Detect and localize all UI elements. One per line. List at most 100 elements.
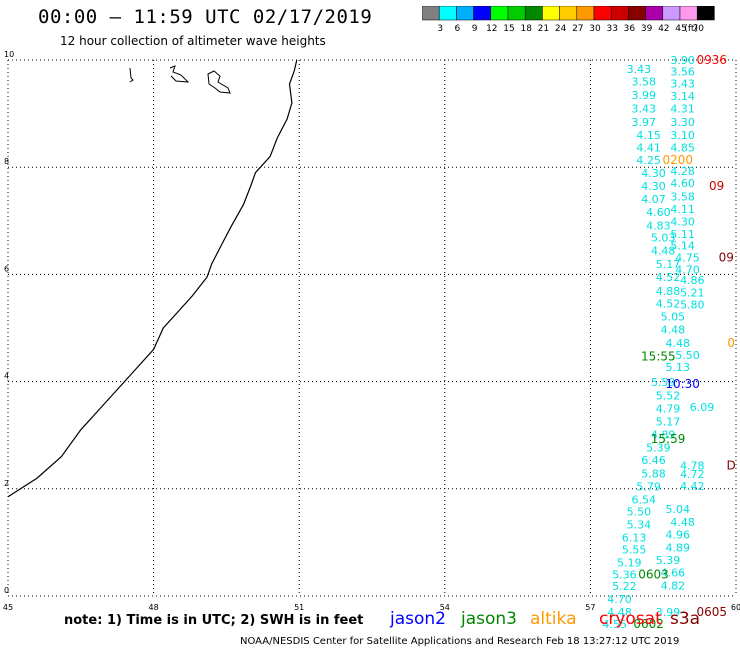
legend-jason2: jason2	[390, 609, 446, 629]
wave-height-label: 5.13	[666, 361, 691, 374]
wave-height-label: 4.70	[607, 593, 632, 606]
colorbar-tick-label: 12	[486, 24, 497, 34]
credit-line: NOAA/NESDIS Center for Satellite Applica…	[240, 636, 680, 647]
wave-height-label: 3.58	[632, 76, 657, 89]
y-tick-label: 2	[4, 479, 9, 488]
wave-height-label: 4.83	[646, 219, 671, 232]
legend-s3a-label: s3a	[670, 609, 701, 629]
wave-height-label: 4.52	[656, 298, 681, 311]
wave-height-label: 5.80	[680, 299, 705, 312]
wave-height-label: 5.55	[622, 544, 647, 557]
footnote: note: 1) Time is in UTC; 2) SWH is in fe…	[64, 613, 364, 628]
colorbar-tick-label: 3	[437, 24, 443, 34]
wave-height-label: 3.30	[670, 116, 695, 129]
wave-height-label: 5.36	[612, 568, 637, 581]
colorbar-tick-label: 18	[520, 24, 532, 34]
x-tick-label: 45	[3, 603, 13, 612]
wave-height-label: 4.15	[636, 129, 661, 142]
pass-time-label: 0605	[696, 605, 727, 619]
wave-height-label: 5.17	[656, 258, 681, 271]
colorbar-tick-label: 15	[503, 24, 514, 34]
wave-height-label: 4.30	[641, 167, 666, 180]
wave-height-label: 4.48	[651, 245, 676, 258]
wave-height-label: 4.89	[666, 542, 691, 555]
wave-height-label: 3.97	[632, 116, 657, 129]
wave-height-label: 4.89	[651, 428, 676, 441]
wave-height-label: 4.70	[675, 263, 700, 276]
wave-height-label: 5.88	[641, 468, 666, 481]
y-tick-label: 8	[4, 157, 9, 166]
colorbar-tick-label: 36	[624, 24, 636, 34]
wave-height-label: 5.34	[627, 518, 652, 531]
wave-height-label: 3.14	[670, 90, 695, 103]
wave-height-label: 4.72	[680, 468, 705, 481]
wave-height-label: 3.43	[632, 103, 657, 116]
wave-height-label: 3.10	[670, 129, 695, 142]
wave-height-label: 3.56	[670, 66, 695, 79]
wave-height-label: 5.03	[651, 232, 676, 245]
x-tick-label: 57	[585, 603, 595, 612]
wave-height-label: 5.05	[661, 310, 686, 323]
wave-height-label: 4.88	[656, 285, 681, 298]
wave-height-label: 5.14	[670, 240, 695, 253]
wave-height-label: 5.59	[651, 376, 676, 389]
wave-height-label: 5.17	[656, 416, 681, 429]
wave-height-label: 4.48	[607, 606, 632, 619]
wave-height-label: 5.52	[656, 389, 681, 402]
coastline	[7, 59, 298, 498]
wave-height-label: 4.42	[680, 480, 705, 493]
colorbar-tick-label: 6	[455, 24, 461, 34]
wave-height-label: 6.13	[622, 531, 647, 544]
colorbar-tick-label: 33	[606, 24, 617, 34]
wave-height-label: 4.79	[656, 403, 681, 416]
x-tick-label: 60	[731, 603, 740, 612]
x-tick-label: 48	[149, 603, 159, 612]
wave-height-label: 4.30	[641, 180, 666, 193]
pass-time-label: 09	[719, 251, 734, 265]
legend-altika: altika	[530, 609, 577, 629]
wave-height-label: 4.96	[666, 529, 691, 542]
wave-height-label: 4.25	[636, 154, 661, 167]
pass-time-label: 0200	[662, 153, 693, 167]
wave-height-label: 4.48	[670, 516, 695, 529]
pass-time-label: 10:30	[665, 377, 700, 391]
wave-height-label: 4.60	[646, 206, 671, 219]
wave-height-label: 3.43	[627, 63, 652, 76]
wave-height-label: 5.04	[666, 503, 691, 516]
wave-height-label: 4.28	[670, 165, 695, 178]
pass-time-label: D	[727, 459, 736, 473]
wave-height-label: 5.50	[627, 506, 652, 519]
legend-jason3-label: jason3	[461, 609, 517, 629]
colorbar-tick-label: 39	[641, 24, 653, 34]
y-tick-label: 10	[4, 50, 14, 59]
wave-height-label: 3.99	[656, 606, 681, 619]
wave-height-label: 4.85	[670, 142, 695, 155]
wave-height-label: 4.48	[661, 323, 686, 336]
pass-time-label: 0	[727, 336, 735, 350]
wave-height-label: 6.46	[641, 454, 666, 467]
wave-height-label: 4.07	[641, 193, 666, 206]
y-tick-label: 4	[4, 372, 9, 381]
colorbar-tick-label: 30	[589, 24, 601, 34]
colorbar-tick-label: 45	[675, 24, 686, 34]
island-outline	[129, 67, 134, 83]
colorbar-tick-label: 9	[472, 24, 478, 34]
wave-height-label: 5.39	[656, 554, 681, 567]
legend-cryosat: cryosat	[599, 609, 662, 629]
pass-time-label: 09	[709, 179, 724, 193]
wave-height-label: 6.09	[690, 401, 715, 414]
colorbar-unit: (ft)	[684, 24, 698, 34]
page-title: 00:00 – 11:59 UTC 02/17/2019	[38, 6, 373, 28]
wave-height-label: 4.48	[666, 337, 691, 350]
colorbar-tick-label: 24	[555, 24, 567, 34]
wave-height-label: 4.78	[680, 460, 705, 473]
island-outline	[207, 70, 231, 94]
colorbar-tick-label: 21	[538, 24, 549, 34]
pass-time-label: 15:55	[641, 350, 676, 364]
pass-time-label: 0936	[696, 53, 727, 67]
wave-height-label: 5.21	[680, 286, 705, 299]
colorbar-bin	[696, 6, 715, 21]
colorbar-tick-label: 27	[572, 24, 583, 34]
x-tick-label: 51	[294, 603, 304, 612]
